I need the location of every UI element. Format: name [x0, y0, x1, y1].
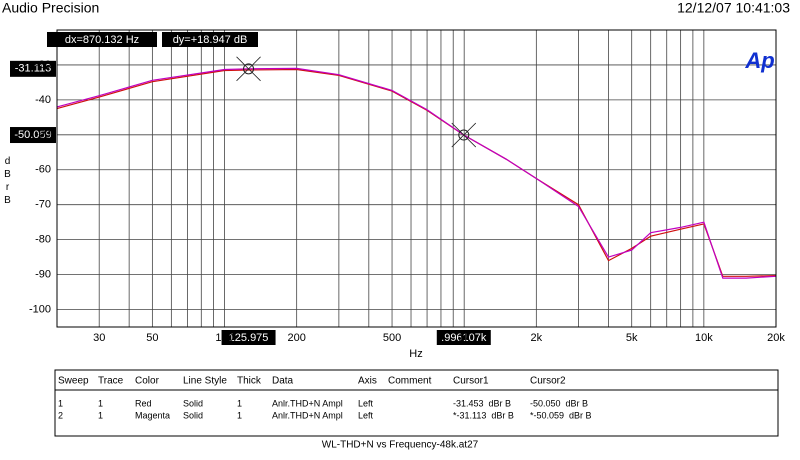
y-tick-label: -30 — [35, 59, 51, 71]
cursor-x-label: .996107k — [441, 332, 487, 344]
cursor-cross — [451, 122, 477, 148]
cursor-y-label: -31.113 — [15, 63, 52, 75]
table-header: Data — [272, 376, 294, 387]
table-cell: *-31.113 dBr B — [453, 410, 514, 420]
table-cell: Red — [135, 398, 152, 408]
table-cell: Magenta — [135, 410, 170, 420]
cursor-x-label: 125.975 — [229, 332, 269, 344]
legend-table-frame — [54, 369, 779, 437]
table-header: Thick — [237, 376, 262, 387]
table-cell: Anlr.THD+N Ampl — [272, 410, 343, 420]
x-tick-label: 500 — [383, 332, 401, 344]
y-tick-label: -70 — [35, 199, 51, 211]
cursor-y-box — [10, 60, 56, 77]
cursor-x-box — [221, 330, 276, 345]
cursor-marker — [243, 63, 255, 75]
table-cell: -50.050 dBr B — [530, 398, 588, 408]
y-axis-label: dBr B — [4, 156, 12, 206]
table-header: Cursor1 — [453, 376, 489, 387]
table-header: Color — [135, 376, 160, 387]
table-cell: -31.453 dBr B — [453, 398, 511, 408]
x-tick-label: 30 — [93, 332, 105, 344]
traces — [56, 67, 777, 279]
cursor-readout-box — [47, 32, 157, 47]
x-tick-label: 5k — [626, 332, 638, 344]
x-tick-label: 100 — [215, 332, 233, 344]
cursor-x-box — [436, 330, 491, 345]
footer: WL-THD+N vs Frequency-48k.at27 — [322, 440, 479, 451]
cursor-y-box — [10, 127, 56, 144]
y-tick-label: -90 — [35, 268, 51, 280]
cursors: -31.113 125.975 -50.059 .996107k dx=870.132 … — [10, 32, 491, 345]
table-header: Trace — [98, 376, 124, 387]
cursor-readout: dx=870.132 Hz — [65, 34, 139, 46]
y-tick-label: -50 — [35, 129, 51, 141]
cursor-y-label: -50.059 — [14, 129, 51, 141]
table-cell: *-50.059 dBr B — [530, 410, 592, 420]
table-cell: Left — [358, 398, 374, 408]
logo: Ap — [744, 48, 774, 73]
timestamp: 12/12/07 10:41:03 — [677, 0, 790, 16]
x-tick-label: 20k — [767, 332, 785, 344]
plot-area — [57, 30, 776, 327]
y-tick-label: -80 — [35, 234, 51, 246]
table-cell: 1 — [98, 398, 103, 408]
y-tick-label: -60 — [35, 164, 51, 176]
table-cell: Left — [358, 410, 374, 420]
x-tick-label: 50 — [146, 332, 158, 344]
x-tick-label: 200 — [287, 332, 305, 344]
x-tick-label: 10k — [695, 332, 713, 344]
table-cell: 1 — [237, 410, 242, 420]
legend-table: Sweep Trace Color Line Style Thick Data Axis Co… — [58, 376, 592, 421]
table-cell: Solid — [183, 410, 203, 420]
y-tick-label: -100 — [29, 303, 51, 315]
cursor-readout-box — [162, 32, 258, 47]
x-tick-label: 1k — [458, 332, 470, 344]
trace-line — [56, 67, 777, 279]
table-header: Axis — [358, 376, 377, 387]
cursor-marker — [458, 129, 470, 141]
app-title: Audio Precision — [2, 0, 99, 16]
x-tick-label: 2k — [531, 332, 543, 344]
table-cell: Solid — [183, 398, 203, 408]
table-cell: 1 — [237, 398, 242, 408]
table-cell: 2 — [58, 410, 63, 420]
x-axis-label: Hz — [409, 348, 422, 360]
y-tick-label: -40 — [35, 94, 51, 106]
table-header: Line Style — [183, 376, 227, 387]
table-cell: Anlr.THD+N Ampl — [272, 398, 343, 408]
table-header: Sweep — [58, 376, 89, 387]
table-cell: 1 — [58, 398, 63, 408]
table-cell: 1 — [98, 410, 103, 420]
table-header: Comment — [388, 376, 432, 387]
plot-frame — [56, 29, 777, 328]
cursor-cross — [236, 56, 261, 82]
cursor-readout: dy=+18.947 dB — [173, 34, 248, 46]
table-header: Cursor2 — [530, 376, 566, 387]
